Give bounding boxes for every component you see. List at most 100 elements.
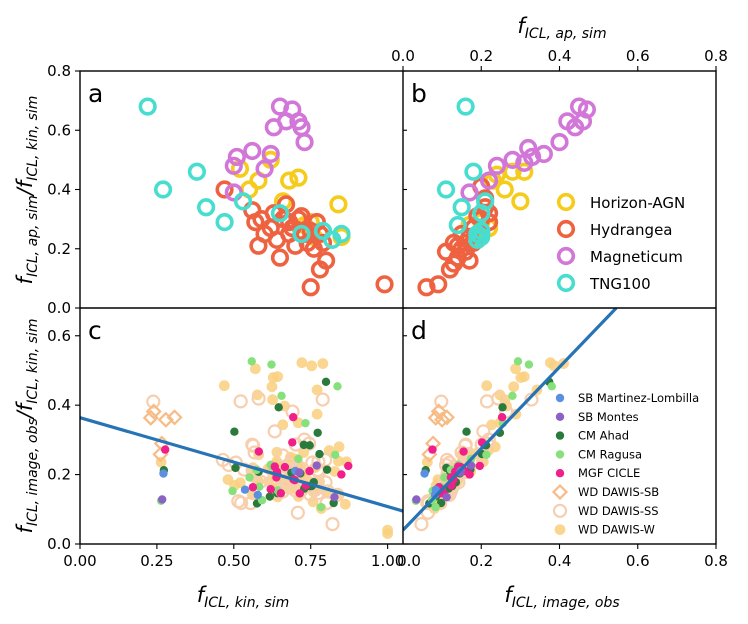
legend-cm-ragusa-label: CM Ragusa [578, 447, 642, 461]
d-wd-dawis-ss-marker [524, 392, 539, 407]
a-horizon-agn-marker [280, 171, 299, 190]
c-mgf-cicle-marker [305, 466, 314, 476]
a-tng100-marker [215, 212, 234, 232]
b-horizon-agn-marker [515, 162, 534, 181]
c-cm-ahad-marker [322, 465, 332, 474]
d-wd-dawis-w-marker [515, 372, 527, 383]
x-tick-label-right: 0.6 [626, 552, 650, 570]
y-axis-label-top: fICL, ap, sim/fICL, kin, sim [13, 96, 41, 285]
d-wd-dawis-w-marker [508, 381, 520, 393]
b-tng100-marker [452, 198, 471, 217]
c-wd-dawis-w-marker [222, 474, 234, 485]
d-wd-dawis-sb-marker [427, 409, 444, 426]
b-tng100-marker [472, 204, 491, 223]
legend-wd-dawis-ss-label: WD DAWIS-SS [578, 504, 659, 518]
a-hydrangea-marker [375, 275, 394, 294]
d-mgf-cicle-marker [459, 447, 468, 456]
b-tng100-marker [464, 162, 483, 181]
c-sb-martinez-lombilla-marker [253, 490, 262, 500]
x-tick-label-left: 0.75 [294, 552, 327, 570]
legend-cm-ahad-marker [555, 431, 565, 440]
b-magneticum-marker [460, 183, 479, 202]
b-magneticum-marker [503, 150, 522, 169]
c-mgf-cicle-marker [344, 461, 353, 471]
panel-label-c: c [88, 316, 102, 345]
b-hydrangea-marker [460, 251, 479, 270]
a-tng100-marker [197, 198, 216, 217]
legend-cm-ahad-label: CM Ahad [578, 429, 629, 443]
x-tick-label-left: 0.00 [63, 552, 96, 570]
legend-mgf-cicle-marker [555, 469, 565, 478]
c-mgf-cicle-marker [248, 483, 258, 492]
c-cm-ahad-marker [265, 492, 275, 501]
d-sb-martinez-lombilla-marker [420, 469, 429, 478]
x-tick-label-top: 0.4 [548, 47, 572, 65]
c-cm-ahad-marker [315, 449, 324, 459]
b-magneticum-marker [534, 144, 553, 164]
legend-magneticum-marker [556, 246, 576, 266]
c-mgf-cicle-marker [295, 489, 305, 498]
d-wd-dawis-w-marker [510, 363, 522, 375]
a-tng100-marker [332, 224, 351, 244]
legend-cm-ragusa-marker [555, 450, 565, 459]
a-hydrangea-marker [215, 180, 234, 199]
legend-horizon-agn-marker [556, 192, 576, 212]
a-tng100-marker [153, 180, 173, 199]
x-tick-label-right: 0.4 [548, 552, 572, 570]
b-tng100-marker [456, 97, 475, 116]
a-horizon-agn-marker [273, 192, 293, 211]
c-wd-dawis-w-marker [311, 408, 323, 420]
x-axis-label-top: fICL, ap, sim [517, 14, 606, 42]
d-cm-ragusa-marker [547, 382, 556, 391]
y-tick-label-bottom: 0.6 [47, 327, 71, 345]
d-fit-line [403, 308, 618, 532]
a-magneticum-marker [224, 156, 243, 175]
c-cm-ragusa-marker [247, 357, 256, 366]
y-axis-label-bottom: fICL, image, obs/fICL, kin, sim [13, 319, 41, 534]
b-tng100-marker [436, 180, 456, 199]
a-tng100-marker [187, 162, 206, 181]
x-tick-label-left: 1.00 [371, 552, 404, 570]
c-sb-montes-marker [330, 492, 339, 502]
c-mgf-cicle-marker [280, 462, 290, 472]
c-cm-ahad-marker [305, 441, 314, 450]
c-wd-dawis-w-marker [306, 360, 318, 372]
d-mgf-cicle-marker [497, 412, 507, 422]
b-hydrangea-marker [417, 278, 436, 297]
b-horizon-agn-marker [495, 180, 514, 199]
c-sb-montes-marker [295, 468, 304, 477]
b-horizon-agn-marker [503, 162, 522, 181]
a-magneticum-marker [261, 144, 280, 164]
panel-d [403, 308, 618, 532]
d-wd-dawis-sb-marker [434, 411, 451, 428]
legends: Horizon-AGN Hydrangea Magneticum TNG100 SB M… [551, 192, 699, 537]
c-cm-ahad-marker [274, 403, 283, 412]
c-outlier-marker [382, 524, 394, 536]
c-cm-ragusa-marker [245, 473, 254, 482]
a-hydrangea-marker [301, 278, 320, 297]
d-mgf-cicle-marker [475, 461, 484, 471]
c-wd-dawis-w-marker [311, 384, 323, 396]
panel-c [80, 357, 403, 539]
c-wd-dawis-ss-marker [325, 517, 340, 532]
b-magneticum-marker [487, 156, 507, 175]
y-tick-label-top: 0.4 [47, 181, 71, 199]
c-sb-martinez-lombilla-marker [159, 469, 168, 478]
d-wd-dawis-ss-marker [414, 517, 429, 532]
c-fit-line [80, 416, 403, 513]
b-magneticum-marker [573, 112, 593, 131]
c-mgf-cicle-marker [288, 438, 297, 447]
c-mgf-cicle-marker [254, 447, 264, 456]
a-hydrangea-marker [316, 251, 336, 270]
c-wd-dawis-w-marker [339, 498, 351, 510]
b-tng100-marker [448, 215, 467, 235]
y-tick-label-bottom: 0.2 [47, 466, 71, 484]
d-mgf-cicle-marker [465, 470, 474, 479]
panel-label-b: b [411, 79, 427, 108]
x-tick-label-right: 0.0 [397, 552, 421, 570]
c-wd-dawis-w-marker [218, 380, 230, 392]
legend-wd-dawis-w-label: WD DAWIS-W [578, 523, 655, 537]
legend-sb-martinez-lombilla-label: SB Martinez-Lombilla [578, 391, 699, 405]
a-magneticum-marker [227, 147, 246, 167]
c-mgf-cicle-marker [266, 484, 275, 494]
